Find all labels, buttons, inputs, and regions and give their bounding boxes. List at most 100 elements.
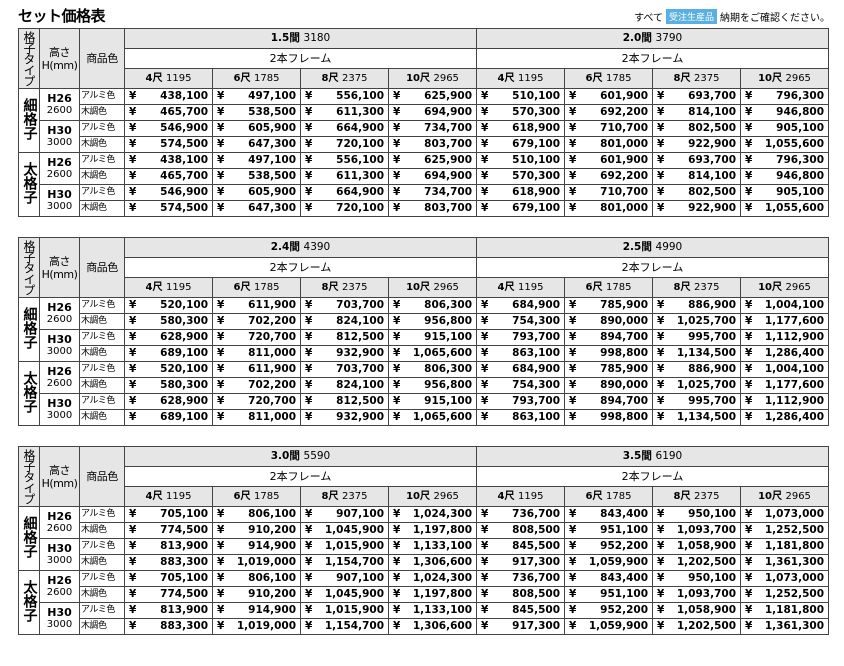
price-cell: ¥914,900 — [212, 602, 301, 619]
size-header: 6尺 1785 — [564, 68, 653, 89]
price-cell: ¥1,059,900 — [564, 554, 653, 571]
product-color-cell: アルミ色 — [79, 88, 125, 105]
price-cell: ¥1,004,100 — [740, 297, 829, 314]
price-cell: ¥520,100 — [124, 361, 213, 378]
size-header: 10尺 2965 — [740, 277, 829, 298]
price-cell: ¥574,500 — [124, 200, 213, 217]
table-row: 木調色 ¥574,500 ¥647,300 ¥720,100 ¥803,700 ¥679,… — [19, 136, 829, 153]
price-cell: ¥1,134,500 — [652, 409, 741, 426]
height-cell: H26 2600 — [39, 297, 80, 330]
price-cell: ¥806,100 — [212, 570, 301, 587]
price-cell: ¥720,100 — [300, 200, 389, 217]
price-cell: ¥998,800 — [564, 409, 653, 426]
price-cell: ¥611,900 — [212, 361, 301, 378]
price-cell: ¥1,197,800 — [388, 522, 477, 539]
width-header: 2.5間 4990 — [476, 237, 829, 258]
frame-header: 2本フレーム — [124, 466, 477, 487]
header-product-color: 商品色 — [79, 237, 125, 298]
price-cell: ¥618,900 — [476, 184, 565, 201]
price-cell: ¥1,093,700 — [652, 586, 741, 603]
size-header: 4尺 1195 — [124, 68, 213, 89]
price-cell: ¥1,133,100 — [388, 538, 477, 555]
price-cell: ¥951,100 — [564, 522, 653, 539]
price-cell: ¥538,500 — [212, 104, 301, 121]
table-row: 細格子 H26 2600 アルミ色 ¥705,100 ¥806,100 ¥907,100 ¥1… — [18, 506, 829, 571]
product-color-cell: 木調色 — [79, 586, 125, 603]
price-cell: ¥843,400 — [564, 570, 653, 587]
price-cell: ¥497,100 — [212, 152, 301, 169]
header-product-color: 商品色 — [79, 446, 125, 507]
price-cell: ¥998,800 — [564, 345, 653, 362]
price-cell: ¥611,300 — [300, 168, 389, 185]
price-cell: ¥806,300 — [388, 361, 477, 378]
price-table: 格子タイプ 高さ H(mm) 商品色 3.0間 5590 3.5間 6190 2本フレーム 2… — [18, 446, 829, 635]
price-cell: ¥1,058,900 — [652, 602, 741, 619]
price-cell: ¥1,252,500 — [740, 522, 829, 539]
price-cell: ¥1,154,700 — [300, 554, 389, 571]
price-cell: ¥580,300 — [124, 313, 213, 330]
product-color-cell: アルミ色 — [79, 329, 125, 346]
table-row: 木調色 ¥774,500 ¥910,200 ¥1,045,900 ¥1,197,800 ¥… — [19, 522, 829, 539]
lattice-type-cell: 太格子 — [18, 361, 40, 426]
product-color-cell: 木調色 — [79, 618, 125, 635]
price-cell: ¥538,500 — [212, 168, 301, 185]
height-cell: H30 3000 — [39, 602, 80, 635]
price-cell: ¥950,100 — [652, 570, 741, 587]
price-cell: ¥905,100 — [740, 184, 829, 201]
price-cell: ¥950,100 — [652, 506, 741, 523]
price-cell: ¥910,200 — [212, 522, 301, 539]
price-cell: ¥1,004,100 — [740, 361, 829, 378]
price-cell: ¥1,019,000 — [212, 554, 301, 571]
order-note: すべて 受注生産品 納期をご確認ください。 — [634, 9, 830, 24]
price-cell: ¥1,286,400 — [740, 409, 829, 426]
price-cell: ¥883,300 — [124, 554, 213, 571]
product-color-cell: アルミ色 — [79, 184, 125, 201]
size-header: 8尺 2375 — [652, 68, 741, 89]
price-cell: ¥702,200 — [212, 377, 301, 394]
price-cell: ¥618,900 — [476, 120, 565, 137]
price-cell: ¥932,900 — [300, 345, 389, 362]
price-cell: ¥1,202,500 — [652, 554, 741, 571]
price-cell: ¥1,065,600 — [388, 345, 477, 362]
height-cell: H26 2600 — [39, 88, 80, 121]
product-color-cell: 木調色 — [79, 377, 125, 394]
price-cell: ¥946,800 — [740, 104, 829, 121]
price-cell: ¥917,300 — [476, 554, 565, 571]
price-cell: ¥689,100 — [124, 345, 213, 362]
price-cell: ¥1,252,500 — [740, 586, 829, 603]
size-header: 6尺 1785 — [212, 68, 301, 89]
product-color-cell: アルミ色 — [79, 152, 125, 169]
price-cell: ¥1,055,600 — [740, 136, 829, 153]
price-cell: ¥705,100 — [124, 570, 213, 587]
price-cell: ¥1,059,900 — [564, 618, 653, 635]
product-color-cell: 木調色 — [79, 409, 125, 426]
product-color-cell: 木調色 — [79, 313, 125, 330]
price-table: 格子タイプ 高さ H(mm) 商品色 1.5間 3180 2.0間 3790 2本フレーム 2… — [18, 28, 829, 217]
lattice-type-cell: 細格子 — [18, 88, 40, 153]
price-cell: ¥915,100 — [388, 393, 477, 410]
price-cell: ¥806,100 — [212, 506, 301, 523]
size-header: 6尺 1785 — [564, 277, 653, 298]
price-cell: ¥1,134,500 — [652, 345, 741, 362]
table-row: 木調色 ¥465,700 ¥538,500 ¥611,300 ¥694,900 ¥570,… — [19, 104, 829, 121]
price-cell: ¥1,058,900 — [652, 538, 741, 555]
price-cell: ¥1,181,800 — [740, 602, 829, 619]
table-row: 木調色 ¥465,700 ¥538,500 ¥611,300 ¥694,900 ¥570,… — [19, 168, 829, 185]
price-cell: ¥843,400 — [564, 506, 653, 523]
product-color-cell: アルミ色 — [79, 393, 125, 410]
price-cell: ¥684,900 — [476, 297, 565, 314]
table-row: 太格子 H26 2600 アルミ色 ¥520,100 ¥611,900 ¥703,700 ¥8… — [18, 361, 829, 426]
price-cell: ¥905,100 — [740, 120, 829, 137]
size-header: 6尺 1785 — [212, 277, 301, 298]
price-cell: ¥883,300 — [124, 618, 213, 635]
price-cell: ¥890,000 — [564, 313, 653, 330]
price-cell: ¥995,700 — [652, 329, 741, 346]
price-cell: ¥510,100 — [476, 88, 565, 105]
width-header: 1.5間 3180 — [124, 28, 477, 49]
price-cell: ¥647,300 — [212, 200, 301, 217]
price-cell: ¥497,100 — [212, 88, 301, 105]
size-header: 4尺 1195 — [476, 277, 565, 298]
width-header: 2.0間 3790 — [476, 28, 829, 49]
frame-header: 2本フレーム — [124, 48, 477, 69]
height-cell: H26 2600 — [39, 570, 80, 603]
